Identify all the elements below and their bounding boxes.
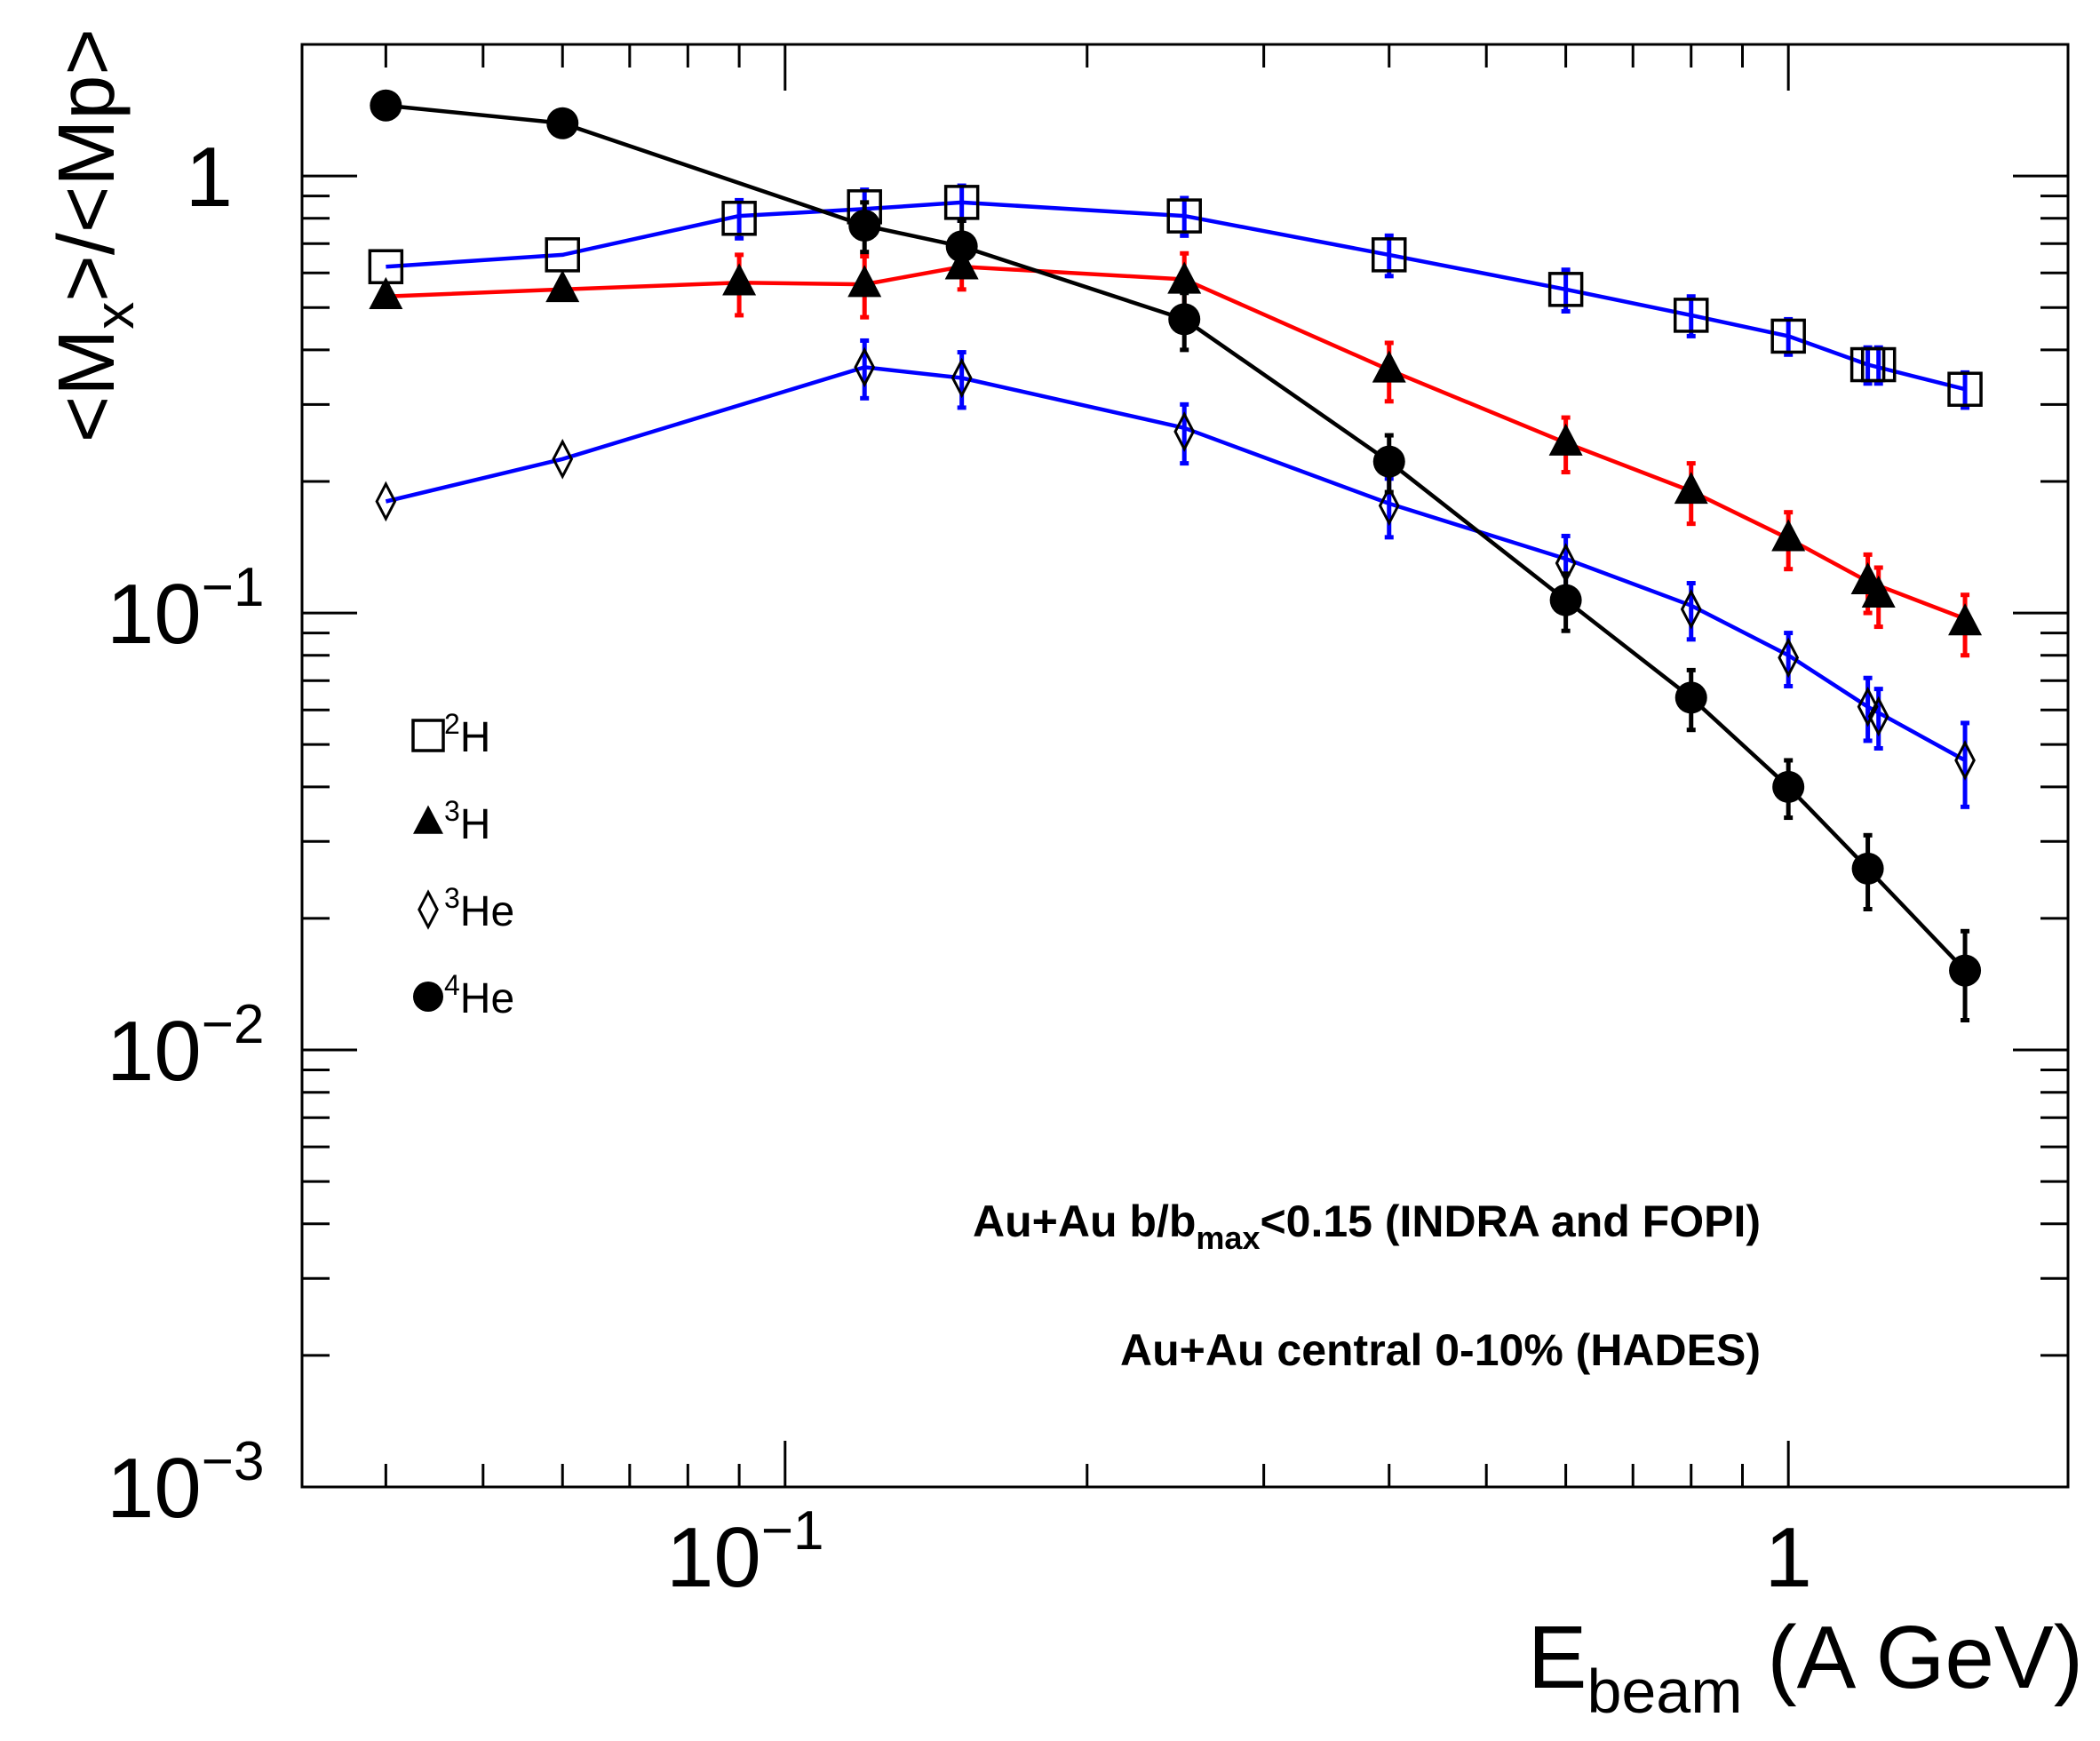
y-tick-label: 10−1	[107, 557, 264, 662]
marker-filled-triangle	[722, 263, 757, 296]
y-axis-title-part1: <M	[43, 330, 131, 443]
x-axis-title-main: E	[1528, 1608, 1587, 1707]
marker-open-square	[1371, 237, 1407, 273]
marker-filled-circle	[546, 107, 579, 139]
marker-filled-triangle	[1861, 575, 1896, 608]
data-markers	[368, 89, 1983, 987]
x-axis-title: Ebeam (A GeV)	[1528, 1608, 2083, 1726]
y-tick-label-exp: −1	[202, 557, 265, 618]
marker-open-square	[1673, 298, 1709, 333]
marker-open-square	[943, 185, 980, 220]
plot-frame	[300, 43, 2070, 1489]
marker-filled-circle	[413, 982, 443, 1012]
marker-filled-circle	[1168, 303, 1201, 336]
annotation-line1-sub: max	[1196, 1220, 1260, 1256]
marker-open-diamond	[1867, 696, 1889, 737]
marker-open-square	[411, 719, 445, 752]
marker-open-square	[1166, 198, 1202, 234]
legend-label-2H: 2H	[444, 708, 490, 761]
marker-open-square	[1770, 318, 1806, 354]
marker-open-diamond	[1173, 411, 1196, 452]
y-tick-label: 10−3	[107, 1431, 264, 1536]
legend-label-sup: 3	[444, 882, 460, 914]
marker-filled-circle	[1772, 770, 1805, 803]
legend-label-base: H	[460, 801, 491, 848]
x-tick-label-base: 10	[666, 1510, 761, 1605]
marker-filled-triangle	[944, 247, 979, 280]
marker-filled-triangle	[1167, 261, 1202, 294]
y-axis-title-part2: >/<Mp>	[43, 28, 131, 302]
marker-open-diamond	[1680, 589, 1702, 630]
y-tick-label-base: 10	[107, 1441, 202, 1536]
marker-open-square	[1547, 272, 1584, 307]
marker-filled-triangle	[545, 269, 580, 303]
x-tick-label-exp: −1	[761, 1500, 824, 1562]
x-axis-title-sub: beam	[1587, 1657, 1742, 1726]
marker-filled-circle	[1549, 584, 1582, 616]
x-axis-title-unit: (A GeV)	[1743, 1608, 2083, 1707]
marker-filled-triangle	[413, 805, 443, 834]
marker-filled-circle	[945, 230, 978, 263]
y-tick-label-base: 10	[107, 1004, 202, 1099]
marker-filled-circle	[1949, 954, 1982, 987]
legend-label-3He: 3He	[444, 882, 514, 935]
legend-label-sup: 3	[444, 795, 460, 827]
marker-filled-triangle	[1771, 519, 1806, 552]
annotation-line1-b: <0.15 (INDRA and FOPI)	[1260, 1196, 1761, 1246]
legend-label-sup: 2	[444, 708, 460, 740]
marker-open-diamond	[375, 481, 397, 522]
marker-filled-triangle	[369, 276, 403, 309]
marker-open-diamond	[1555, 543, 1577, 584]
x-tick-label: 10−1	[666, 1500, 823, 1605]
y-axis-title-sub: x	[84, 302, 146, 330]
annotation-line1-a: Au+Au b/b	[973, 1196, 1196, 1246]
marker-filled-triangle	[1674, 472, 1708, 505]
marker-filled-circle	[848, 209, 881, 242]
annotation-line1: Au+Au b/bmax<0.15 (INDRA and FOPI)	[973, 1196, 1761, 1256]
legend-label-sup: 4	[444, 969, 460, 1001]
marker-open-diamond	[1378, 485, 1400, 527]
series-line-2H	[386, 200, 1966, 392]
axis-ticks	[302, 43, 2068, 1489]
legend-label-base: He	[460, 975, 514, 1022]
marker-filled-triangle	[1948, 603, 1983, 636]
legend-label-4He: 4He	[444, 969, 514, 1022]
y-tick-label: 10−2	[107, 994, 264, 1099]
marker-open-diamond	[1778, 637, 1800, 679]
legend-label-base: H	[460, 714, 491, 761]
marker-filled-triangle	[847, 265, 882, 298]
marker-open-square	[545, 237, 580, 273]
y-axis-title: <Mx>/<Mp>	[43, 28, 146, 442]
marker-open-square	[1860, 346, 1897, 383]
y-tick-label-exp: −2	[202, 994, 265, 1055]
y-tick-label-base: 1	[186, 130, 233, 225]
marker-open-diamond	[418, 889, 439, 930]
y-tick-label-exp: −3	[202, 1431, 265, 1492]
y-tick-label: 1	[186, 130, 233, 225]
marker-filled-circle	[1674, 681, 1707, 714]
y-tick-label-base: 10	[107, 567, 202, 662]
marker-filled-circle	[1851, 852, 1884, 885]
marker-open-square	[1947, 371, 1983, 407]
marker-open-square	[721, 201, 757, 236]
tick-labels: 110−110−210−310−1 1	[107, 130, 1812, 1605]
x-tick-label-base: 1	[1764, 1510, 1811, 1605]
marker-open-diamond	[1857, 686, 1879, 727]
marker-filled-triangle	[1548, 423, 1583, 456]
marker-open-diamond	[1954, 740, 1976, 781]
annotation-line2: Au+Au central 0-10% (HADES)	[1120, 1325, 1761, 1375]
marker-filled-circle	[1372, 445, 1405, 478]
x-tick-label: 1	[1764, 1510, 1811, 1605]
marker-filled-triangle	[1372, 350, 1406, 383]
legend-label-3H: 3H	[444, 795, 490, 848]
marker-open-diamond	[552, 439, 574, 480]
marker-open-diamond	[951, 357, 973, 399]
marker-open-diamond	[854, 346, 876, 388]
marker-filled-circle	[370, 89, 402, 122]
legend-label-base: He	[460, 888, 514, 935]
